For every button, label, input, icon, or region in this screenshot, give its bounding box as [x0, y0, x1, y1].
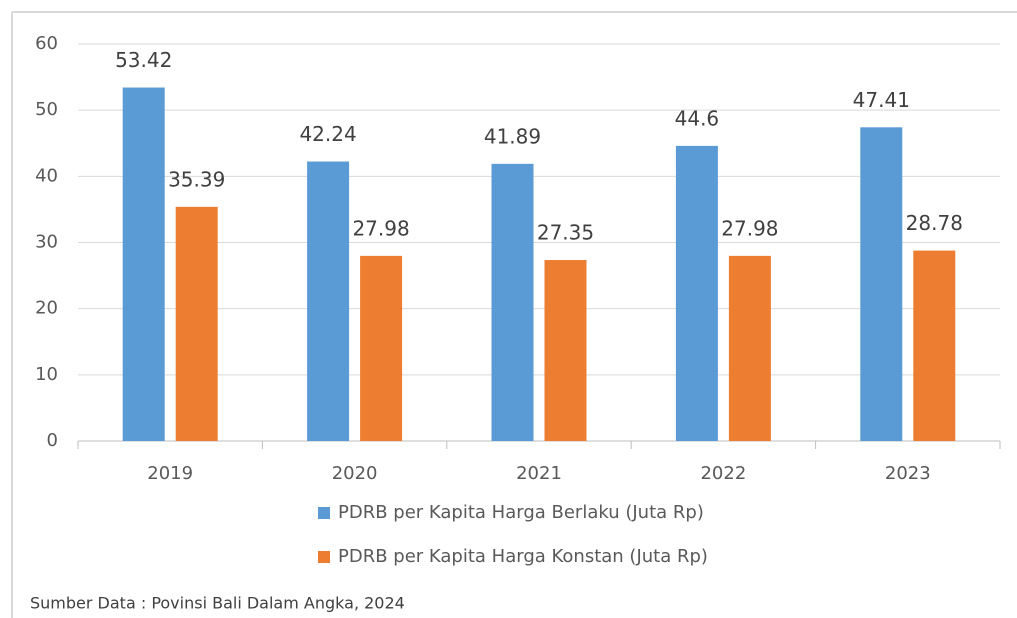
bar — [307, 161, 350, 441]
legend-swatch — [318, 551, 330, 563]
x-tick-label: 2022 — [700, 463, 746, 484]
bar — [728, 255, 771, 441]
bar — [675, 145, 718, 441]
data-label: 44.6 — [675, 106, 720, 130]
x-tick-label: 2019 — [147, 463, 193, 484]
data-label: 41.89 — [484, 124, 541, 148]
source-note: Sumber Data : Povinsi Bali Dalam Angka, … — [30, 594, 405, 613]
data-label: 42.24 — [299, 122, 356, 146]
y-tick-label: 0 — [47, 430, 58, 451]
y-tick-label: 20 — [35, 298, 58, 319]
x-tick-label: 2021 — [516, 463, 562, 484]
bar — [860, 127, 903, 441]
y-tick-label: 50 — [35, 99, 58, 120]
data-label: 27.98 — [721, 216, 778, 240]
bar — [491, 163, 534, 442]
bar — [175, 206, 218, 441]
legend-label: PDRB per Kapita Harga Konstan (Juta Rp) — [338, 546, 708, 567]
bar — [913, 250, 956, 441]
y-tick-label: 40 — [35, 165, 58, 186]
x-tick-label: 2023 — [885, 463, 931, 484]
legend-label: PDRB per Kapita Harga Berlaku (Juta Rp) — [338, 502, 704, 523]
data-label: 28.78 — [906, 211, 963, 235]
bar — [122, 87, 165, 442]
data-label: 27.35 — [537, 221, 594, 245]
data-label: 53.42 — [115, 48, 172, 72]
y-tick-label: 60 — [35, 33, 58, 54]
data-label: 47.41 — [853, 88, 910, 112]
legend-swatch — [318, 507, 330, 519]
data-label: 35.39 — [168, 167, 225, 191]
y-tick-label: 30 — [35, 232, 58, 253]
bar — [360, 255, 403, 441]
x-tick-label: 2020 — [332, 463, 378, 484]
data-label: 27.98 — [352, 216, 409, 240]
y-tick-label: 10 — [35, 364, 58, 385]
bar — [544, 260, 587, 441]
